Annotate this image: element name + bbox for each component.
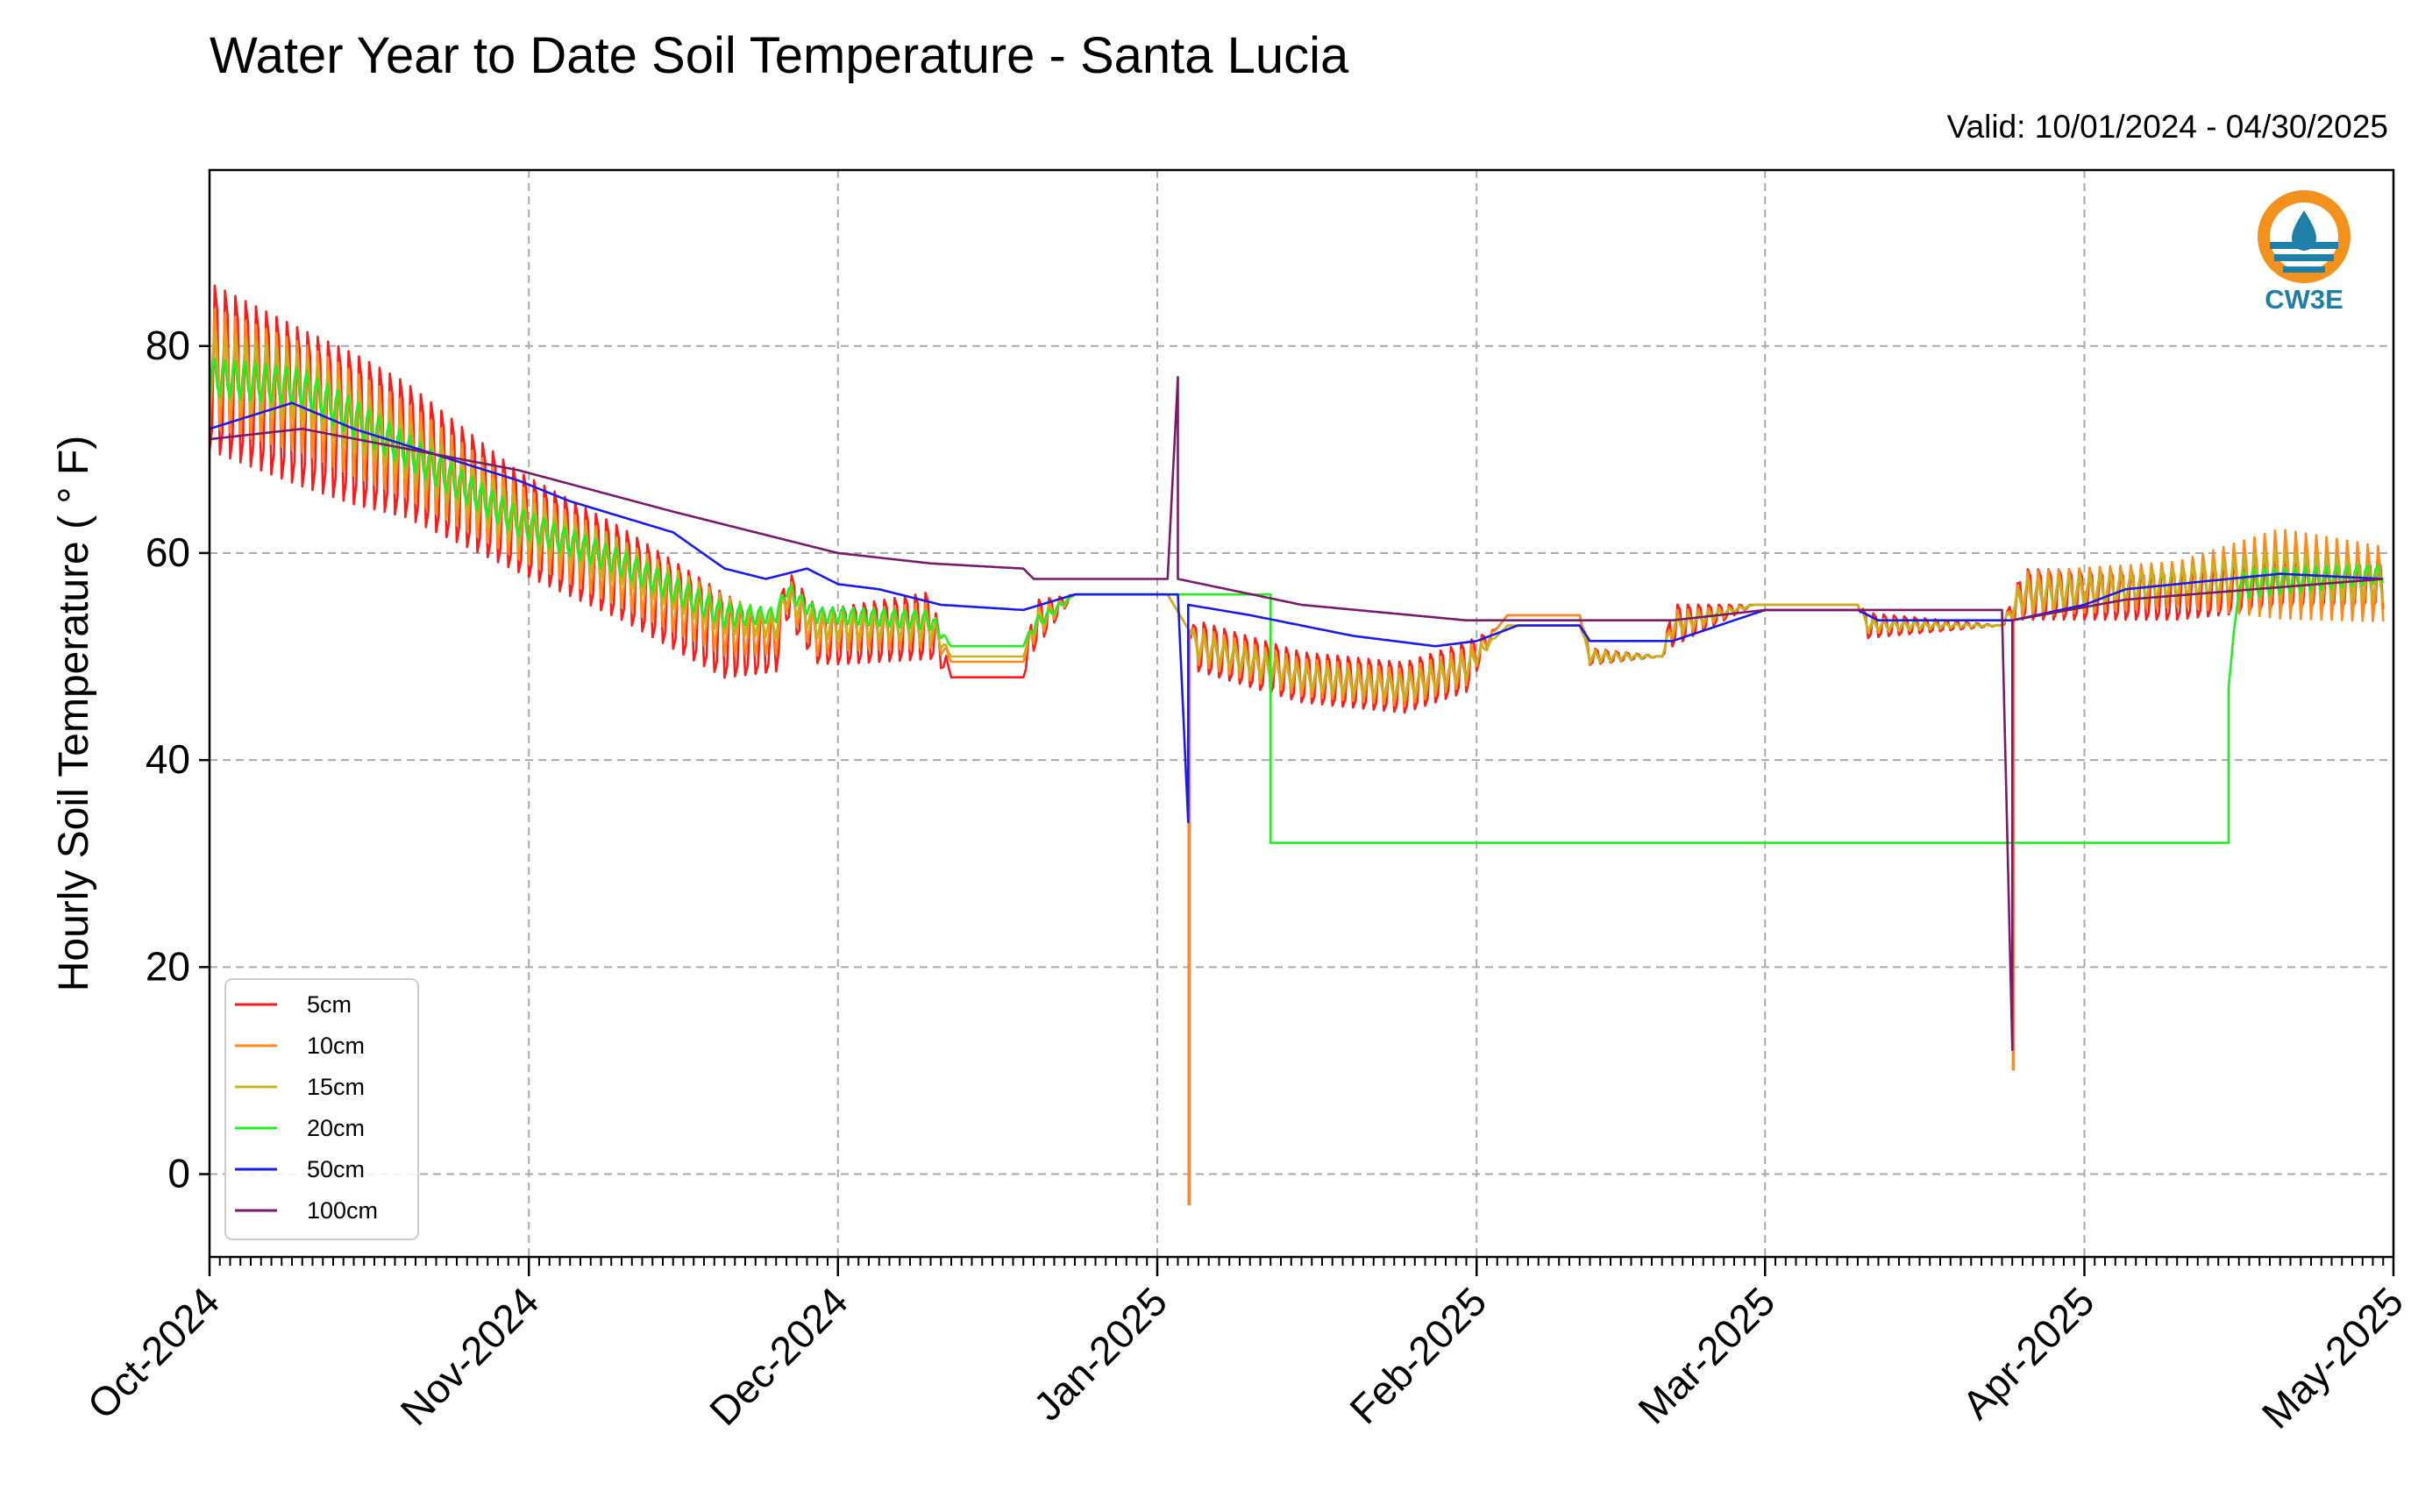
- logo-wave-icon: [2274, 254, 2334, 261]
- series-line-20cm: [210, 358, 2385, 844]
- legend-label-50cm: 50cm: [307, 1156, 365, 1182]
- y-tick-label: 20: [146, 943, 190, 989]
- y-tick-label: 0: [167, 1151, 190, 1196]
- x-tick-label: May-2025: [2253, 1278, 2412, 1437]
- valid-date-range: Valid: 10/01/2024 - 04/30/2025: [1946, 109, 2388, 145]
- legend-label-20cm: 20cm: [307, 1115, 365, 1141]
- y-tick-label: 60: [146, 529, 190, 575]
- grid-lines: [209, 170, 2394, 1257]
- logo-ring-icon: [2258, 190, 2350, 283]
- x-tick-label: Nov-2024: [392, 1278, 548, 1434]
- x-tick-label: Oct-2024: [79, 1278, 229, 1428]
- x-tick-label: Feb-2025: [1341, 1278, 1495, 1432]
- legend-label-100cm: 100cm: [307, 1197, 378, 1224]
- legend-label-10cm: 10cm: [307, 1033, 365, 1059]
- y-tick-label: 80: [146, 323, 190, 368]
- logo-text: CW3E: [2265, 284, 2343, 315]
- legend: 5cm 10cm 15cm 20cm 50cm 100cm: [224, 978, 419, 1240]
- legend-label-5cm: 5cm: [307, 991, 352, 1018]
- cw3e-logo: CW3E: [2258, 190, 2350, 315]
- chart-title: Water Year to Date Soil Temperature - Sa…: [210, 27, 1349, 84]
- legend-label-15cm: 15cm: [307, 1074, 365, 1100]
- logo-wave-icon: [2283, 266, 2325, 273]
- series-group: [210, 284, 2385, 1205]
- x-tick-label: Apr-2025: [1953, 1278, 2103, 1428]
- series-line-10cm: [210, 308, 2385, 708]
- x-tick-label: Jan-2025: [1025, 1278, 1176, 1429]
- plot-frame: [208, 168, 2395, 1259]
- series-line-100cm: [210, 375, 2384, 1052]
- legend-frame: [224, 978, 419, 1240]
- x-tick-label: Dec-2024: [701, 1278, 857, 1434]
- logo-drop-icon: [2292, 210, 2316, 251]
- y-axis-label: Hourly Soil Temperature ( ° F): [51, 436, 97, 992]
- y-tick-label: 40: [146, 736, 190, 782]
- series-line-15cm: [210, 330, 2385, 701]
- x-tick-label: Mar-2025: [1629, 1278, 1783, 1432]
